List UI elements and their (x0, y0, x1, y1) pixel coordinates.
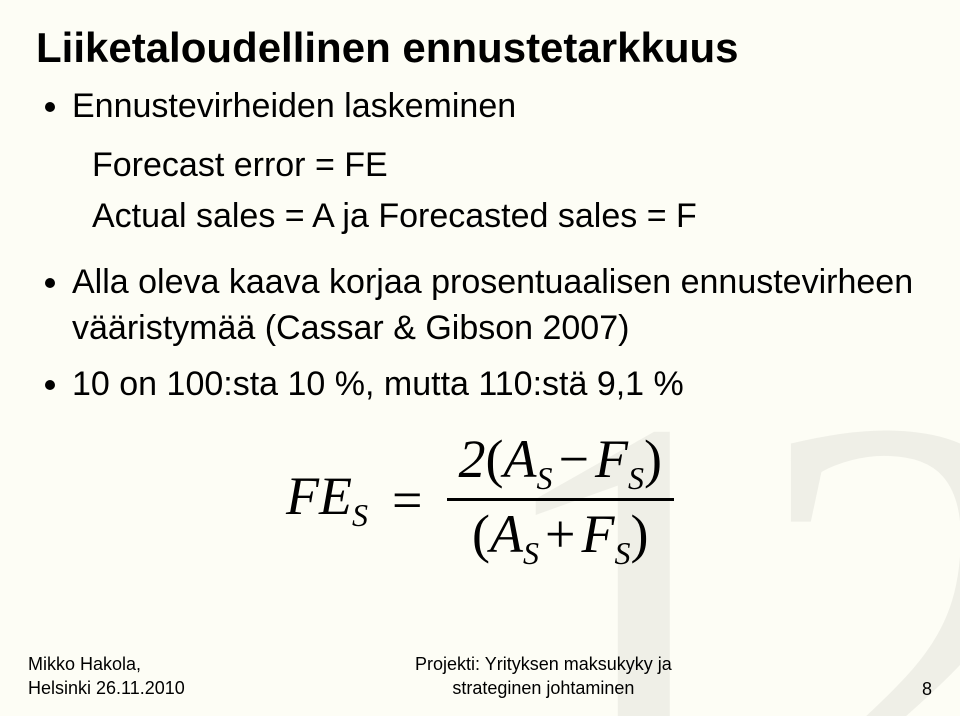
bullet-item: Ennustevirheiden laskeminen (72, 84, 924, 130)
footer-project-1: Projekti: Yrityksen maksukyky ja (185, 653, 902, 676)
formula: FES = 2(AS−FS) (AS+FS) (286, 426, 674, 575)
formula-var: FE (286, 466, 352, 526)
footer-center: Projekti: Yrityksen maksukyky ja strateg… (185, 653, 902, 700)
footer: Mikko Hakola, Helsinki 26.11.2010 Projek… (28, 653, 932, 700)
formula-sub: S (352, 497, 368, 533)
slide: 12 Liiketaloudellinen ennustetarkkuus En… (0, 0, 960, 716)
footer-author: Mikko Hakola, (28, 653, 185, 676)
den-f-sub: S (614, 535, 630, 571)
bullet-list-1: Ennustevirheiden laskeminen (48, 84, 924, 130)
formula-eq: = (392, 469, 422, 531)
den-a-sub: S (523, 535, 539, 571)
den-op: + (545, 504, 575, 564)
num-a-sub: S (536, 459, 552, 495)
footer-left: Mikko Hakola, Helsinki 26.11.2010 (28, 653, 185, 700)
num-a: A (503, 429, 536, 489)
content-area: Liiketaloudellinen ennustetarkkuus Ennus… (36, 24, 924, 574)
footer-project-2: strateginen johtaminen (185, 677, 902, 700)
bullet-item: 10 on 100:sta 10 %, mutta 110:stä 9,1 % (72, 362, 924, 408)
formula-denominator: (AS+FS) (460, 501, 660, 574)
num-coef: 2 (459, 429, 486, 489)
footer-page-number: 8 (902, 679, 932, 700)
num-rparen: ) (644, 429, 662, 489)
formula-numerator: 2(AS−FS) (447, 426, 674, 499)
formula-fraction: 2(AS−FS) (AS+FS) (447, 426, 674, 575)
den-lparen: ( (472, 504, 490, 564)
sub-line: Actual sales = A ja Forecasted sales = F (92, 191, 924, 242)
num-f: F (595, 429, 628, 489)
slide-title: Liiketaloudellinen ennustetarkkuus (36, 24, 924, 72)
sub-block: Forecast error = FE Actual sales = A ja … (92, 140, 924, 242)
den-a: A (490, 504, 523, 564)
den-f: F (581, 504, 614, 564)
bullet-list-2: Alla oleva kaava korjaa prosentuaalisen … (48, 260, 924, 408)
num-op: − (558, 429, 588, 489)
num-f-sub: S (628, 459, 644, 495)
num-lparen: ( (486, 429, 504, 489)
den-rparen: ) (630, 504, 648, 564)
formula-lhs: FES (286, 465, 368, 534)
sub-line: Forecast error = FE (92, 140, 924, 191)
bullet-item: Alla oleva kaava korjaa prosentuaalisen … (72, 260, 924, 352)
footer-date: Helsinki 26.11.2010 (28, 677, 185, 700)
formula-container: FES = 2(AS−FS) (AS+FS) (36, 426, 924, 575)
